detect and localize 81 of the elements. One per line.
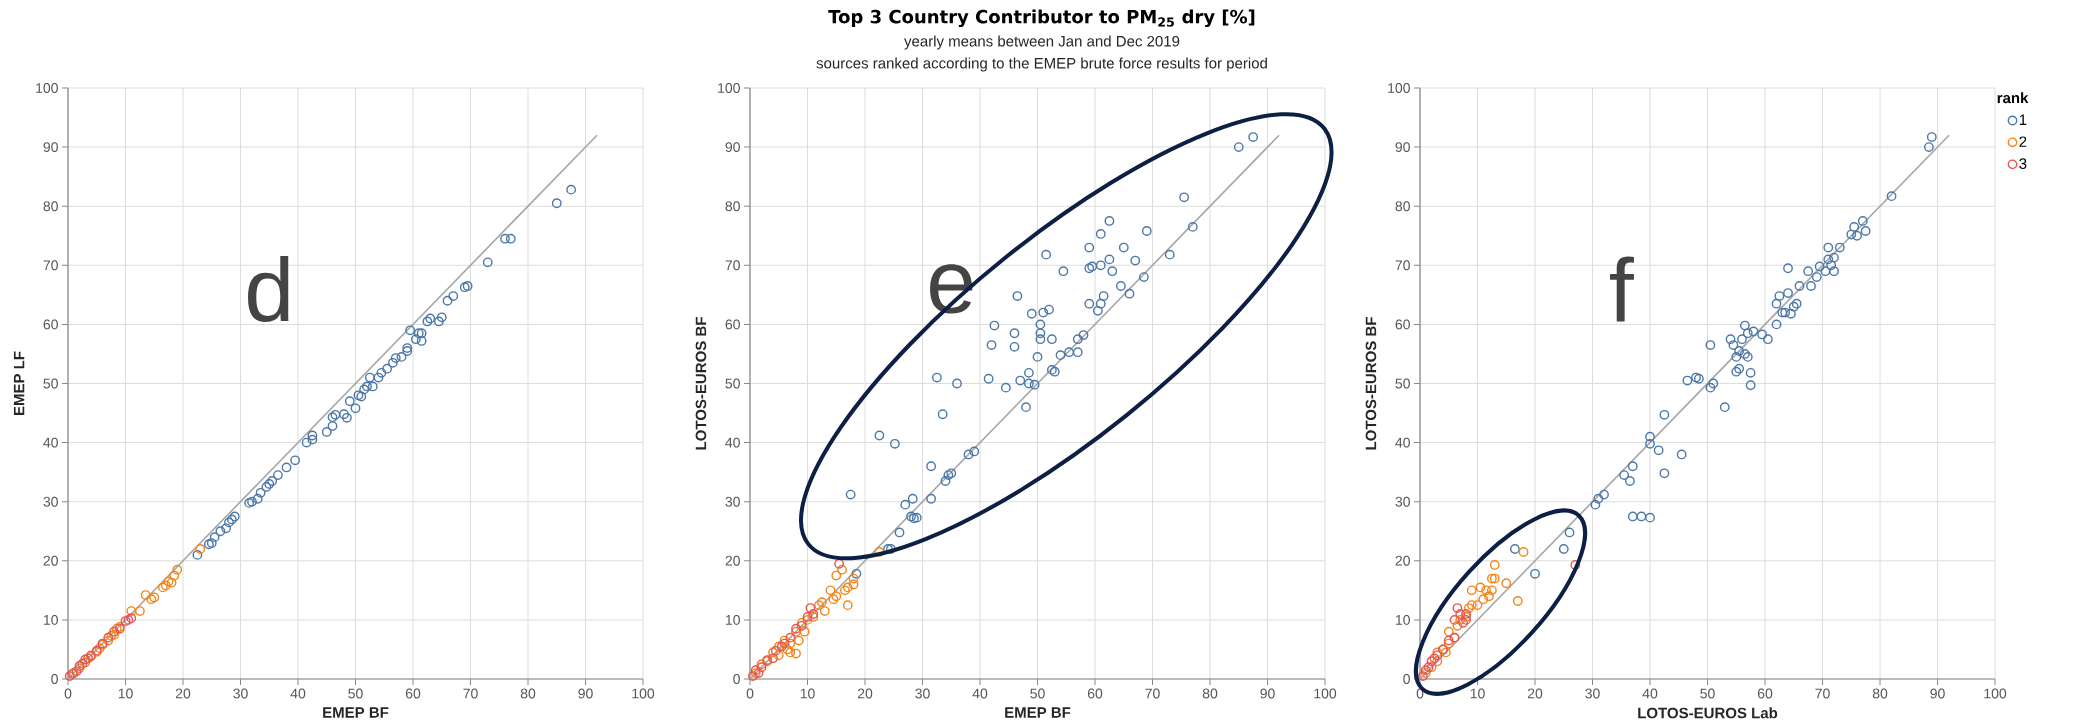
y-tick-label: 0: [733, 674, 740, 684]
y-tick-label: 40: [43, 437, 58, 448]
x-tick-label: 60: [405, 688, 421, 699]
x-tick-label: 0: [64, 688, 72, 699]
y-tick-label: 0: [1403, 674, 1410, 684]
x-tick-label: 80: [1202, 688, 1218, 699]
annotation: e: [930, 264, 973, 314]
x-tick-label: 100: [1314, 688, 1337, 699]
y-tick-label: 100: [36, 83, 58, 93]
chart-subtitle: yearly means between Jan and Dec 2019: [904, 35, 1180, 50]
y-tick-label: 100: [1388, 83, 1410, 93]
x-tick-label: 20: [857, 688, 873, 699]
y-tick-label: 90: [1395, 142, 1410, 153]
y-tick-label: 70: [1395, 260, 1410, 271]
x-tick-label: 90: [578, 688, 593, 699]
x-tick-label: 30: [233, 688, 248, 699]
y-tick-label: 20: [725, 555, 740, 566]
x-tick-label: 100: [632, 688, 655, 699]
annotation: f: [1610, 256, 1634, 322]
x-tick-label: 20: [1527, 688, 1543, 699]
y-tick-label: 60: [1395, 319, 1410, 330]
y-tick-label: 60: [43, 319, 58, 330]
y-tick-label: 90: [43, 142, 58, 153]
y-tick-label: 20: [43, 555, 58, 566]
y-tick-label: 80: [725, 201, 740, 212]
y-tick-label: 10: [43, 614, 58, 625]
y-tick-label: 100: [718, 83, 740, 93]
y-tick-label: 30: [725, 496, 740, 507]
y-tick-label: 30: [1395, 496, 1410, 507]
x-tick-label: 80: [520, 688, 536, 699]
y-tick-label: 60: [725, 319, 740, 330]
y-axis-title: EMEP LF: [13, 351, 25, 415]
y-tick-label: 70: [725, 260, 740, 271]
x-tick-label: 20: [175, 688, 191, 699]
x-tick-label: 10: [1470, 688, 1485, 699]
annotation: d: [248, 255, 289, 322]
x-tick-label: 70: [463, 688, 478, 699]
x-tick-label: 50: [1700, 688, 1715, 699]
x-tick-label: 90: [1930, 688, 1945, 699]
x-tick-label: 60: [1087, 688, 1103, 699]
y-tick-label: 40: [1395, 437, 1410, 448]
y-tick-label: 90: [725, 142, 740, 153]
x-tick-label: 70: [1815, 688, 1830, 699]
legend-label: 2: [2019, 136, 2027, 147]
x-axis-title: LOTOS-EUROS Lab: [1638, 707, 1778, 719]
y-tick-label: 10: [1395, 614, 1410, 625]
x-tick-label: 40: [972, 688, 988, 699]
chart-title: Top 3 Country Contributor to PM$_{25}$ dry [%]: [828, 9, 1255, 28]
x-tick-label: 40: [1642, 688, 1658, 699]
y-tick-label: 10: [725, 614, 740, 625]
x-tick-label: 50: [348, 688, 363, 699]
y-tick-label: 30: [43, 496, 58, 507]
x-axis-title: EMEP BF: [323, 707, 389, 718]
legend-label: 3: [2019, 158, 2027, 169]
x-tick-label: 60: [1757, 688, 1773, 699]
x-tick-label: 80: [1872, 688, 1888, 699]
y-axis-title: LOTOS-EUROS BF: [1365, 317, 1377, 450]
x-tick-label: 50: [1030, 688, 1045, 699]
y-tick-label: 70: [43, 260, 58, 271]
y-axis-title: LOTOS-EUROS BF: [695, 317, 707, 450]
y-tick-label: 80: [1395, 201, 1410, 212]
x-tick-label: 40: [290, 688, 306, 699]
x-tick-label: 0: [746, 688, 754, 699]
x-tick-label: 100: [1984, 688, 2007, 699]
x-tick-label: 70: [1145, 688, 1160, 699]
y-tick-label: 0: [51, 674, 58, 684]
x-tick-label: 10: [800, 688, 815, 699]
x-tick-label: 30: [915, 688, 930, 699]
x-axis-title: EMEP BF: [1005, 707, 1071, 718]
y-tick-label: 50: [43, 378, 58, 389]
x-tick-label: 90: [1260, 688, 1275, 699]
y-tick-label: 50: [725, 378, 740, 389]
y-tick-label: 50: [1395, 378, 1410, 389]
legend-label: 1: [2019, 114, 2027, 125]
x-tick-label: 10: [118, 688, 133, 699]
x-tick-label: 30: [1585, 688, 1600, 699]
source-note: sources ranked according to the EMEP brute force results for period: [816, 57, 1267, 72]
y-tick-label: 20: [1395, 555, 1410, 566]
legend-title: rank: [1997, 92, 2029, 104]
y-tick-label: 40: [725, 437, 740, 448]
y-tick-label: 80: [43, 201, 58, 212]
